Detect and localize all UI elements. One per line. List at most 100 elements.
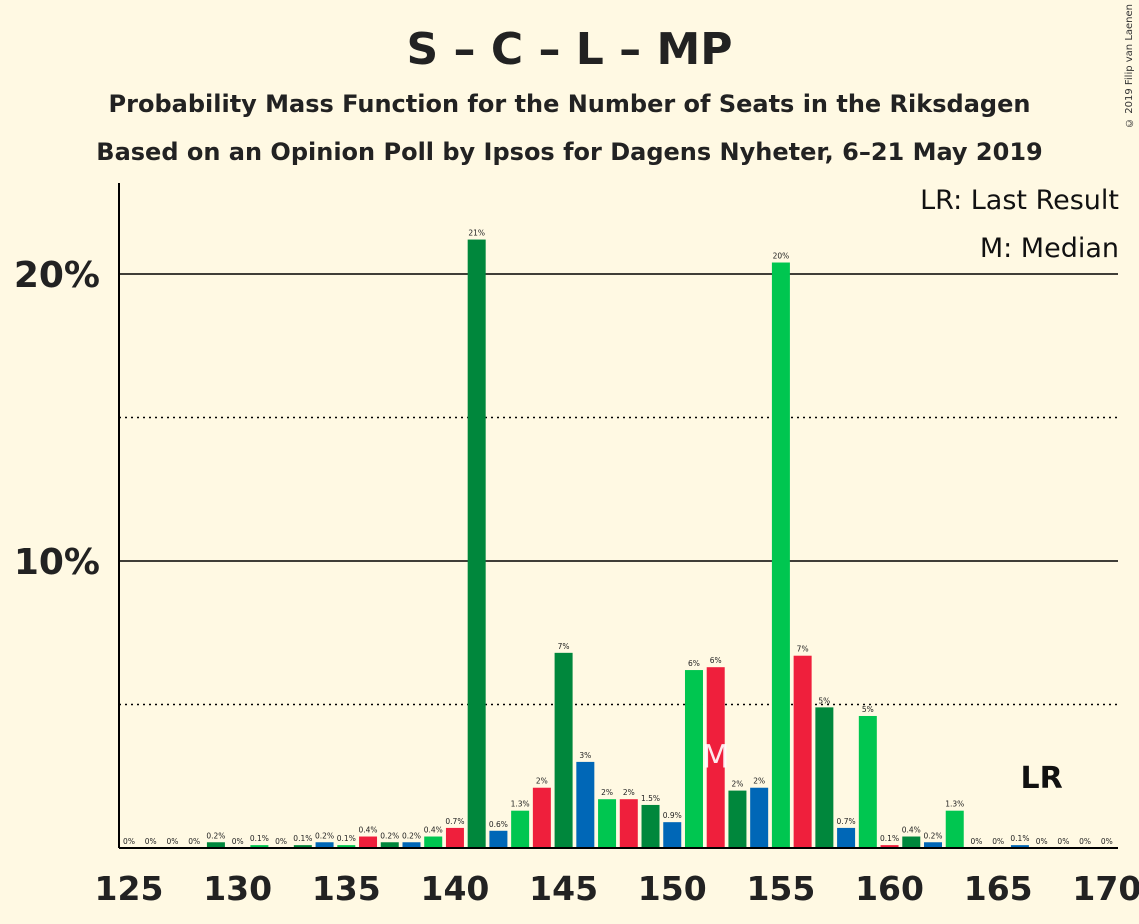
bar-142 (489, 830, 508, 848)
bar-153 (728, 790, 747, 848)
x-tick-label: 135 (312, 869, 381, 908)
bar-151 (684, 670, 703, 848)
bar-label-132: 0% (275, 837, 287, 846)
bar-label-154: 2% (753, 777, 765, 786)
bar-label-127: 0% (167, 837, 179, 846)
y-tick-label: 20% (14, 255, 100, 296)
bar-141 (467, 239, 486, 848)
bar-152 (706, 667, 725, 848)
bar-label-160: 0.1% (880, 834, 899, 843)
y-tick-label: 10% (14, 542, 100, 583)
legend-last-result: LR: Last Result (920, 185, 1119, 216)
bar-label-144: 2% (536, 777, 548, 786)
bar-162 (924, 842, 943, 848)
bar-156 (793, 655, 812, 848)
x-tick-label: 170 (1072, 869, 1139, 908)
bar-label-170: 0% (1101, 837, 1113, 846)
bar-label-162: 0.2% (923, 831, 942, 840)
bar-label-169: 0% (1079, 837, 1091, 846)
bar-137 (380, 842, 399, 848)
bar-label-131: 0.1% (250, 834, 269, 843)
bar-138 (402, 842, 421, 848)
bar-133 (293, 845, 312, 848)
bar-label-149: 1.5% (641, 794, 660, 803)
bar-label-137: 0.2% (380, 831, 399, 840)
bar-label-158: 0.7% (837, 817, 856, 826)
bar-label-168: 0% (1057, 837, 1069, 846)
bar-135 (337, 845, 356, 848)
bar-136 (359, 836, 378, 848)
bar-139 (424, 836, 443, 848)
bar-label-151: 6% (688, 659, 700, 668)
x-tick-label: 145 (529, 869, 598, 908)
x-tick-label: 160 (855, 869, 924, 908)
bar-label-161: 0.4% (902, 826, 921, 835)
bar-159 (858, 715, 877, 848)
bar-label-142: 0.6% (489, 820, 508, 829)
bar-label-141: 21% (468, 229, 485, 238)
bar-163 (945, 810, 964, 848)
bar-148 (619, 799, 638, 848)
bar-label-152: 6% (710, 656, 722, 665)
bar-label-138: 0.2% (402, 831, 421, 840)
chart-subtitle: Probability Mass Function for the Number… (108, 90, 1031, 118)
bar-label-148: 2% (623, 788, 635, 797)
bar-160 (880, 845, 899, 848)
bar-154 (750, 787, 769, 848)
bar-label-125: 0% (123, 837, 135, 846)
bar-label-140: 0.7% (445, 817, 464, 826)
bar-144 (532, 787, 551, 848)
x-tick-label: 125 (95, 869, 164, 908)
bar-label-139: 0.4% (424, 826, 443, 835)
x-tick-label: 140 (421, 869, 490, 908)
bar-166 (1010, 845, 1029, 848)
bar-134 (315, 842, 334, 848)
last-result-marker: LR (1021, 761, 1063, 796)
bar-label-164: 0% (971, 837, 983, 846)
bar-157 (815, 707, 834, 848)
x-tick-label: 165 (964, 869, 1033, 908)
x-tick-label: 155 (746, 869, 815, 908)
median-marker: M (702, 738, 730, 776)
bar-label-167: 0% (1036, 837, 1048, 846)
legend-median: M: Median (979, 233, 1119, 264)
bar-label-150: 0.9% (663, 811, 682, 820)
bar-129 (206, 842, 225, 848)
bar-label-156: 7% (797, 645, 809, 654)
bar-145 (554, 652, 573, 848)
bar-label-165: 0% (992, 837, 1004, 846)
chart-subtitle-poll: Based on an Opinion Poll by Ipsos for Da… (96, 138, 1043, 166)
bar-155 (771, 262, 790, 848)
bar-label-130: 0% (232, 837, 244, 846)
bar-label-135: 0.1% (337, 834, 356, 843)
x-tick-label: 150 (638, 869, 707, 908)
bar-140 (445, 827, 464, 848)
bar-149 (641, 804, 660, 848)
bar-label-153: 2% (731, 780, 743, 789)
bar-label-134: 0.2% (315, 831, 334, 840)
bar-131 (250, 845, 269, 848)
bar-150 (663, 822, 682, 848)
bar-label-157: 5% (818, 696, 830, 705)
bar-label-146: 3% (579, 751, 591, 760)
chart-title: S – C – L – MP (406, 24, 733, 75)
bar-label-147: 2% (601, 788, 613, 797)
bar-label-128: 0% (188, 837, 200, 846)
bar-label-163: 1.3% (945, 800, 964, 809)
bar-label-159: 5% (862, 705, 874, 714)
bar-label-136: 0.4% (358, 826, 377, 835)
bar-146 (576, 761, 595, 848)
bar-label-155: 20% (773, 252, 790, 261)
x-tick-label: 130 (203, 869, 272, 908)
bar-label-133: 0.1% (293, 834, 312, 843)
bar-label-126: 0% (145, 837, 157, 846)
bar-161 (902, 836, 921, 848)
bar-147 (598, 799, 617, 848)
bar-label-129: 0.2% (206, 831, 225, 840)
bar-143 (511, 810, 530, 848)
bar-label-166: 0.1% (1010, 834, 1029, 843)
bar-label-143: 1.3% (511, 800, 530, 809)
bar-label-145: 7% (558, 642, 570, 651)
bar-158 (837, 827, 856, 848)
